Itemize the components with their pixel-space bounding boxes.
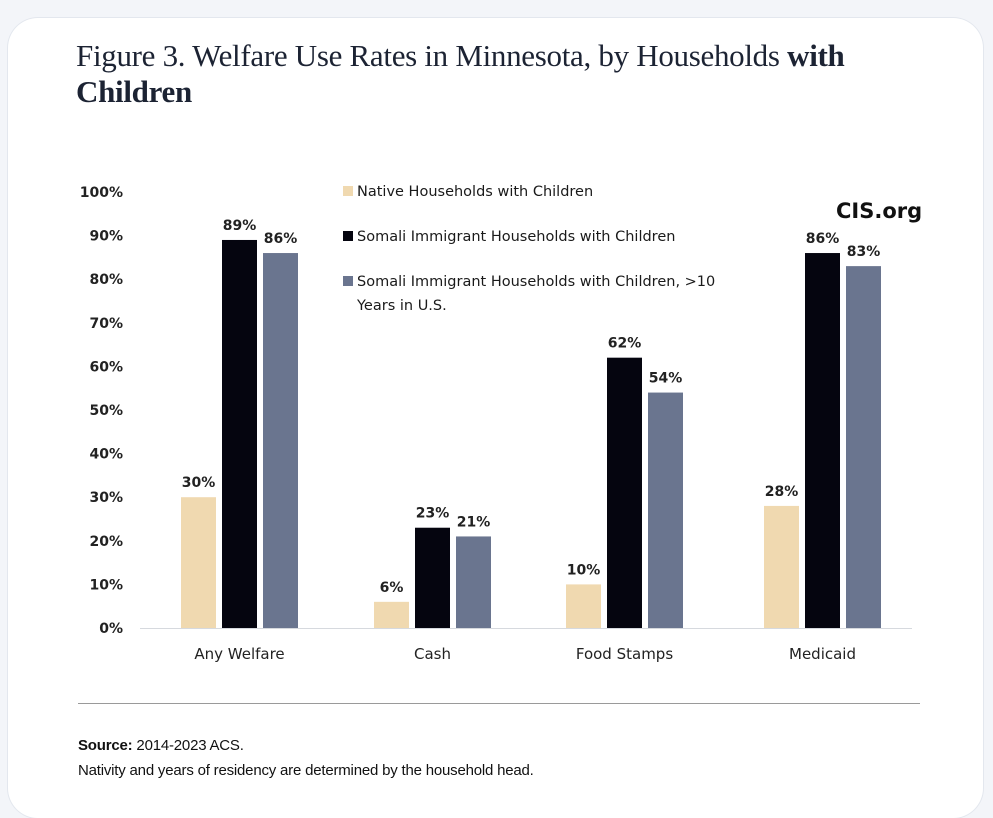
legend-label: Years in U.S.: [356, 298, 447, 314]
y-tick-label: 100%: [80, 185, 123, 201]
bar-medicaid-series-3: [846, 266, 881, 628]
y-tick-label: 70%: [89, 316, 123, 332]
y-axis: 0% 10% 20% 30% 40% 50% 60% 70% 80% 90% 100%: [80, 185, 123, 637]
source-text: 2014-2023 ACS.: [132, 737, 244, 754]
bars: [181, 239, 881, 629]
title-bold-text-line2: Children: [76, 74, 192, 109]
y-tick-label: 50%: [89, 403, 123, 419]
y-tick-label: 0%: [99, 621, 123, 637]
legend-label: Somali Immigrant Households with Childre…: [357, 229, 675, 245]
data-label: 23%: [416, 506, 450, 522]
bar-any-welfare-series-3: [263, 253, 298, 629]
bar-food-stamps-series-1: [566, 584, 601, 628]
legend-label: Somali Immigrant Households with Childre…: [357, 274, 715, 290]
data-label: 10%: [567, 562, 601, 578]
y-tick-label: 60%: [89, 359, 123, 375]
legend-swatch: [343, 276, 353, 286]
y-tick-label: 10%: [89, 577, 123, 593]
footnote: Nativity and years of residency are dete…: [78, 762, 534, 779]
data-labels: 30% 89% 86% 6% 23% 21% 10% 62% 54% 28% 86% 83%: [182, 218, 881, 596]
y-tick-label: 80%: [89, 272, 123, 288]
brand-watermark: CIS.org: [836, 199, 922, 223]
data-label: 86%: [264, 231, 298, 247]
data-label: 89%: [223, 218, 257, 234]
x-category-label: Food Stamps: [576, 645, 673, 663]
bar-cash-series-1: [374, 601, 409, 628]
title-text: Figure 3. Welfare Use Rates in Minnesota…: [76, 38, 788, 73]
bar-any-welfare-series-2: [222, 239, 257, 628]
bar-medicaid-series-1: [764, 505, 799, 628]
x-category-label: Any Welfare: [194, 645, 284, 663]
source-line: Source: 2014-2023 ACS.: [78, 737, 244, 754]
data-label: 62%: [608, 336, 642, 352]
source-label: Source:: [78, 737, 133, 754]
data-label: 28%: [765, 484, 799, 500]
legend-swatch: [343, 231, 353, 241]
data-label: 21%: [457, 514, 491, 530]
x-category-label: Medicaid: [789, 645, 856, 663]
y-tick-label: 90%: [89, 229, 123, 245]
legend: Native Households with Children Somali Im…: [343, 184, 715, 314]
legend-label: Native Households with Children: [357, 184, 593, 200]
divider: [78, 703, 920, 704]
bar-food-stamps-series-2: [607, 357, 642, 628]
y-tick-label: 40%: [89, 447, 123, 463]
data-label: 30%: [182, 475, 216, 491]
x-category-label: Cash: [414, 645, 451, 663]
data-label: 83%: [847, 244, 881, 260]
bar-medicaid-series-2: [805, 253, 840, 629]
figure-title: Figure 3. Welfare Use Rates in Minnesota…: [76, 38, 936, 110]
data-label: 54%: [649, 371, 683, 387]
data-label: 86%: [806, 231, 840, 247]
category-labels: Any Welfare Cash Food Stamps Medicaid: [194, 645, 856, 663]
title-bold-text: with: [787, 38, 845, 73]
data-label: 6%: [380, 580, 404, 596]
y-tick-label: 20%: [89, 534, 123, 550]
y-tick-label: 30%: [89, 490, 123, 506]
bar-any-welfare-series-1: [181, 497, 216, 628]
bar-cash-series-3: [456, 536, 491, 628]
legend-swatch: [343, 186, 353, 196]
bar-food-stamps-series-3: [648, 392, 683, 628]
bar-cash-series-2: [415, 527, 450, 628]
